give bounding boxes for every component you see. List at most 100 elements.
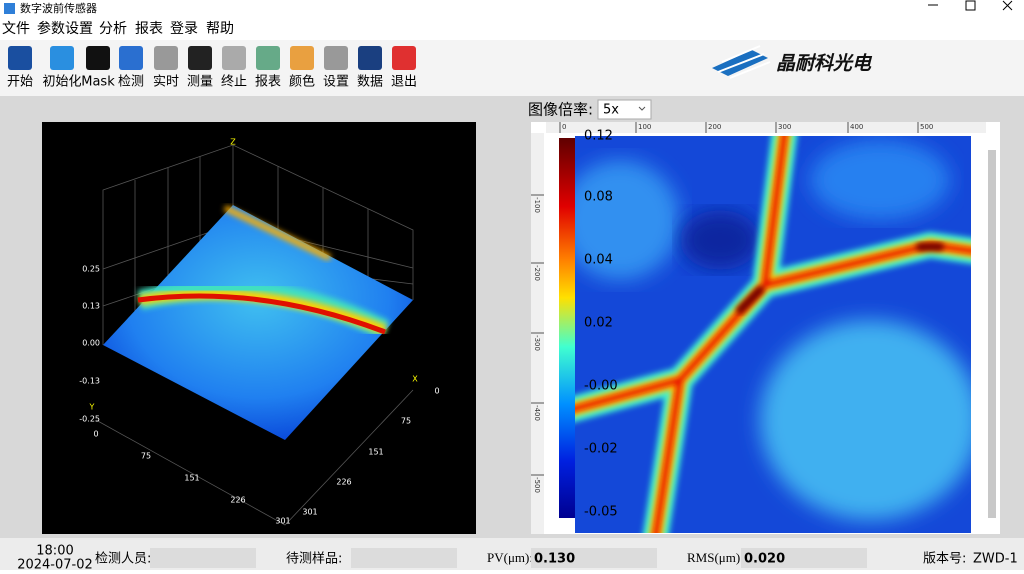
left-ruler-label: -100 bbox=[533, 197, 541, 213]
tool-label[interactable]: 数据 bbox=[357, 75, 383, 90]
x-tick-label: 151 bbox=[368, 448, 383, 457]
version-label: 版本号: bbox=[923, 552, 966, 567]
top-ruler-label: 400 bbox=[850, 123, 863, 131]
y-tick-label: 301 bbox=[275, 517, 290, 526]
colorbar-label: 0.12 bbox=[584, 129, 613, 144]
logo-text: 晶耐科光电 bbox=[776, 53, 873, 75]
tool-label[interactable]: Mask bbox=[81, 75, 115, 90]
tool-icon[interactable] bbox=[154, 46, 178, 70]
tool-icon[interactable] bbox=[119, 46, 143, 70]
menu-item[interactable]: 参数设置 bbox=[37, 20, 93, 37]
tool-icon[interactable] bbox=[222, 46, 246, 70]
top-ruler-label: 0 bbox=[562, 123, 566, 131]
colorbar-label: 0.02 bbox=[584, 316, 613, 331]
date: 2024-07-02 bbox=[17, 558, 93, 571]
tool-label[interactable]: 开始 bbox=[7, 75, 33, 90]
y-tick-label: 0 bbox=[93, 430, 98, 439]
sample-field[interactable] bbox=[351, 548, 457, 568]
inspector-label: 检测人员: bbox=[95, 552, 151, 567]
surface-ridge bbox=[137, 205, 390, 340]
colorbar-label: -0.02 bbox=[584, 442, 618, 457]
tool-icon[interactable] bbox=[324, 46, 348, 70]
tool-label[interactable]: 退出 bbox=[391, 75, 417, 90]
top-ruler-label: 300 bbox=[778, 123, 791, 131]
tool-label[interactable]: 报表 bbox=[255, 75, 281, 90]
menu-bar bbox=[0, 18, 1024, 40]
pv-value: 0.130 bbox=[534, 552, 575, 567]
colorbar-label: 0.04 bbox=[584, 253, 613, 268]
colorbar bbox=[559, 138, 575, 518]
version-value: ZWD-1 bbox=[973, 552, 1018, 567]
colorbar-label: 0.08 bbox=[584, 190, 613, 205]
x-tick-label: 301 bbox=[302, 508, 317, 517]
app-icon bbox=[4, 3, 15, 14]
tool-label[interactable]: 初始化 bbox=[42, 75, 81, 90]
x-tick-label: 0 bbox=[434, 387, 439, 396]
tool-label[interactable]: 测量 bbox=[187, 75, 213, 90]
phase-map bbox=[575, 136, 971, 533]
tool-icon[interactable] bbox=[188, 46, 212, 70]
tool-label[interactable]: 检测 bbox=[118, 75, 144, 90]
y-tick-label: 151 bbox=[184, 474, 199, 483]
tool-icon[interactable] bbox=[8, 46, 32, 70]
x-axis-label: X bbox=[412, 375, 418, 384]
tool-label[interactable]: 设置 bbox=[323, 75, 349, 90]
y-axis-label: Y bbox=[89, 403, 95, 412]
menu-item[interactable]: 帮助 bbox=[206, 21, 234, 37]
tool-icon[interactable] bbox=[86, 46, 110, 70]
tool-label[interactable]: 终止 bbox=[221, 74, 247, 90]
magnification-label: 图像倍率: bbox=[528, 101, 593, 119]
left-ruler-label: -200 bbox=[533, 265, 541, 281]
tool-icon[interactable] bbox=[50, 46, 74, 70]
time: 18:00 bbox=[36, 544, 73, 559]
z-tick-label: 0.00 bbox=[82, 339, 100, 348]
top-ruler-label: 200 bbox=[708, 123, 721, 131]
rms-value: 0.020 bbox=[744, 552, 785, 567]
maximize[interactable] bbox=[965, 0, 976, 11]
magnification-value: 5x bbox=[603, 103, 619, 118]
x-tick-label: 226 bbox=[336, 478, 351, 487]
tool-icon[interactable] bbox=[256, 46, 280, 70]
title-bar bbox=[0, 0, 1024, 18]
top-ruler-label: 500 bbox=[920, 123, 933, 131]
z-tick-label: 0.25 bbox=[82, 265, 100, 274]
sample-label: 待测样品: bbox=[286, 552, 342, 567]
logo: 晶耐科光电 bbox=[712, 45, 873, 79]
pv-field bbox=[531, 548, 657, 568]
menu-item[interactable]: 登录 bbox=[170, 21, 198, 37]
colorbar-label: -0.05 bbox=[584, 505, 618, 520]
z-axis-label: Z bbox=[230, 138, 236, 147]
top-ruler-label: 100 bbox=[638, 123, 651, 131]
y-tick-label: 226 bbox=[230, 496, 245, 505]
menu-item[interactable]: 文件 bbox=[2, 21, 30, 37]
inspector-field[interactable] bbox=[150, 548, 256, 568]
left-ruler-label: -300 bbox=[533, 335, 541, 351]
colorbar-label: -0.00 bbox=[584, 379, 618, 394]
close[interactable] bbox=[1002, 0, 1013, 11]
tool-label[interactable]: 颜色 bbox=[289, 74, 315, 90]
z-tick-label: -0.13 bbox=[79, 377, 100, 386]
rms-field bbox=[741, 548, 867, 568]
magnification-select[interactable] bbox=[597, 99, 652, 120]
dropdown-arrow bbox=[638, 106, 646, 111]
pv-label: PV(μm): bbox=[487, 550, 533, 565]
window-title: 数字波前传感器 bbox=[20, 1, 97, 15]
menu-item[interactable]: 分析 bbox=[99, 21, 127, 37]
left-ruler-label: -400 bbox=[533, 405, 541, 421]
top-ruler bbox=[546, 122, 986, 133]
z-tick-label: 0.13 bbox=[82, 302, 100, 311]
tool-icon[interactable] bbox=[290, 46, 314, 70]
menu-item[interactable]: 报表 bbox=[135, 21, 163, 37]
y-tick-label: 75 bbox=[141, 452, 151, 461]
z-tick-label: -0.25 bbox=[79, 415, 100, 424]
tool-icon[interactable] bbox=[358, 46, 382, 70]
scrollbar[interactable] bbox=[988, 150, 996, 518]
surface bbox=[103, 205, 413, 440]
rms-label: RMS(μm): bbox=[687, 550, 744, 565]
tool-icon[interactable] bbox=[392, 46, 416, 70]
left-ruler-label: -500 bbox=[533, 477, 541, 493]
tool-label[interactable]: 实时 bbox=[153, 75, 179, 90]
x-tick-label: 75 bbox=[401, 417, 411, 426]
